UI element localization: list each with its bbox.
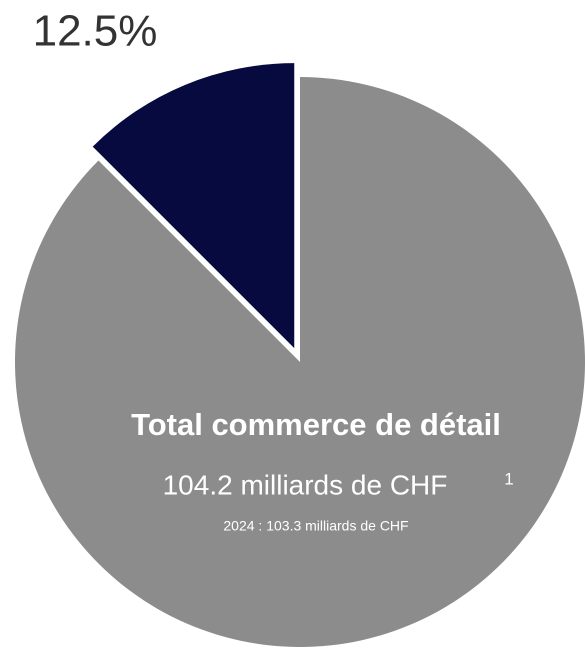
footnote-mark: 1 — [504, 469, 513, 488]
center-title: Total commerce de détail — [131, 407, 501, 442]
pie-slice — [92, 63, 295, 349]
slice-label: 12.5% — [33, 7, 158, 56]
center-subtitle: 104.2 milliards de CHF — [163, 469, 448, 500]
center-note: 2024 : 103.3 milliards de CHF — [223, 518, 408, 534]
pie — [14, 63, 585, 647]
pie-slice — [14, 77, 585, 647]
